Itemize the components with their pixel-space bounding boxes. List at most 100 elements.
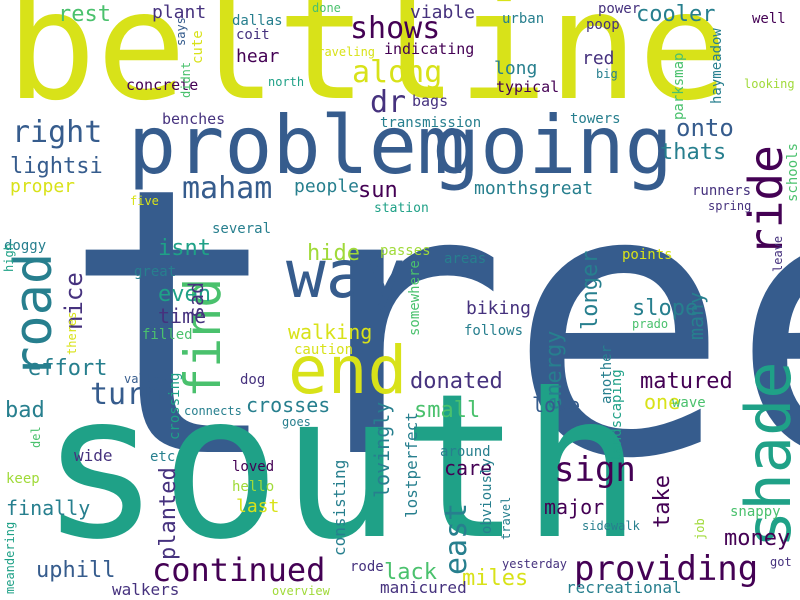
word-love: love <box>532 393 581 417</box>
word-indicating: indicating <box>384 40 475 58</box>
word-going: going <box>432 99 673 192</box>
word-wave: wave <box>672 395 706 411</box>
word-money: money <box>724 526 791 551</box>
word-towers: towers <box>570 111 621 127</box>
word-passes: passes <box>380 243 431 259</box>
word-maham: maham <box>182 171 273 206</box>
word-hear: hear <box>236 46 280 67</box>
word-sad: sad <box>184 281 208 318</box>
word-crosses: crosses <box>246 393 331 417</box>
word-concrete: concrete <box>126 76 199 94</box>
word-areas: areas <box>444 251 487 267</box>
word-obviously: obviously <box>479 458 495 534</box>
word-hello: hello <box>232 479 275 495</box>
word-several: several <box>212 221 272 237</box>
word-dog: dog <box>240 372 266 388</box>
word-big: big <box>596 67 618 81</box>
word-doggy: doggy <box>4 238 47 254</box>
word-coit: coit <box>236 27 270 43</box>
word-keep: keep <box>6 471 40 487</box>
word-thats: thats <box>660 140 727 165</box>
word-rest: rest <box>58 2 111 27</box>
word-lightsi: lightsi <box>10 154 103 179</box>
word-bags: bags <box>412 92 449 110</box>
word-meandering: meandering <box>3 521 17 594</box>
word-landscaping: landscaping <box>609 369 625 462</box>
word-miles: miles <box>462 566 529 591</box>
word-end: end <box>288 332 408 409</box>
word-somewhere: somewhere <box>407 260 423 336</box>
word-schools: schools <box>785 142 800 202</box>
word-time: time <box>158 304 207 328</box>
word-typical: typical <box>496 78 560 96</box>
word-monthsgreat: monthsgreat <box>474 178 594 199</box>
word-theres: theres <box>65 311 79 355</box>
word-one: one <box>644 390 681 414</box>
word-providing: providing <box>574 549 759 589</box>
word-dallas: dallas <box>232 13 283 29</box>
word-effort: effort <box>28 356 108 381</box>
word-connects: connects <box>184 404 242 418</box>
word-red: red <box>582 48 615 69</box>
word-filled: filled <box>142 327 193 343</box>
word-east: east <box>439 502 474 575</box>
word-along: along <box>352 55 443 90</box>
word-cute: cute <box>190 30 206 64</box>
word-goes: goes <box>282 415 311 429</box>
word-sign: sign <box>554 450 636 490</box>
word-well: well <box>752 11 786 27</box>
word-haymeadow: haymeadow <box>709 28 725 104</box>
word-etc: etc <box>150 449 176 465</box>
word-valley: valley <box>124 372 168 386</box>
word-sidewalk: sidewalk <box>582 519 640 533</box>
word-prado: prado <box>632 317 669 331</box>
word-looking: looking <box>744 77 795 91</box>
word-walkers: walkers <box>112 580 180 599</box>
word-del: del <box>29 426 43 448</box>
word-rode: rode <box>350 559 384 575</box>
word-recreational: recreational <box>566 578 682 597</box>
word-viable: viable <box>410 2 476 23</box>
word-even: even <box>158 282 211 307</box>
word-proper: proper <box>10 176 76 197</box>
word-many: many <box>684 291 708 340</box>
word-right: right <box>12 115 103 150</box>
word-shade: shade <box>732 361 800 548</box>
word-lostperfect: lostperfect <box>402 412 421 518</box>
word-onto: onto <box>676 114 734 142</box>
word-crossing: crossing <box>167 372 183 440</box>
word-around: around <box>440 444 491 460</box>
word-plant: plant <box>152 2 207 23</box>
word-loved: loved <box>232 459 275 475</box>
word-consisting: consisting <box>330 459 349 556</box>
word-runners: runners <box>692 183 752 199</box>
word-manicured: manicured <box>380 578 467 597</box>
word-bad: bad <box>5 398 45 423</box>
word-way: way <box>286 236 406 313</box>
word-people: people <box>294 176 360 197</box>
word-north: north <box>268 75 305 89</box>
word-overview: overview <box>272 584 330 598</box>
word-snappy: snappy <box>730 504 781 520</box>
word-lack: lack <box>384 560 437 585</box>
word-urban: urban <box>502 11 545 27</box>
word-spring: spring <box>708 199 752 213</box>
word-shows: shows <box>350 11 441 46</box>
word-power: power <box>598 1 641 17</box>
word-south: south <box>40 351 643 584</box>
word-lovingly: lovingly <box>370 401 394 498</box>
word-station: station <box>374 201 429 216</box>
word-take: take <box>650 475 675 528</box>
word-great: great <box>134 264 177 280</box>
word-didnt: didnt <box>179 61 193 98</box>
word-job: job <box>693 518 707 540</box>
word-leave: leave <box>771 235 785 272</box>
word-longer: longer <box>578 250 603 330</box>
word-walking: walking <box>288 320 373 344</box>
word-traveling: traveling <box>310 45 376 59</box>
word-planted: planted <box>156 467 181 560</box>
word-wide: wide <box>74 446 113 465</box>
word-last: last <box>236 496 280 517</box>
word-long: long <box>494 58 538 79</box>
